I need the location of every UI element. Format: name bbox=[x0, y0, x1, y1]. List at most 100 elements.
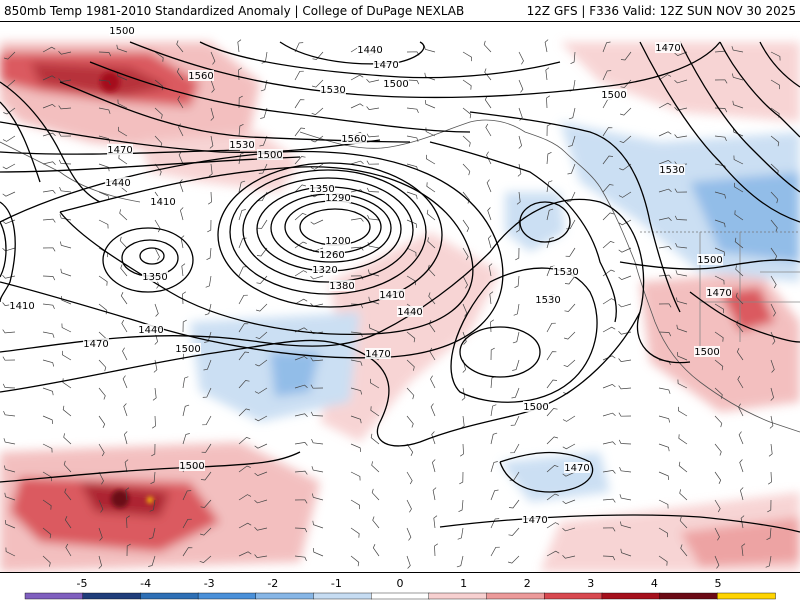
wind-barb bbox=[462, 79, 472, 90]
wind-barb bbox=[350, 555, 360, 567]
wind-barb bbox=[294, 213, 307, 221]
wind-barb bbox=[674, 134, 688, 138]
contour-label: 1500 bbox=[257, 150, 282, 161]
wind-barb bbox=[176, 40, 184, 53]
wind-barb bbox=[154, 303, 159, 317]
wind-barb bbox=[518, 79, 524, 93]
wind-barb bbox=[210, 79, 215, 93]
wind-barb bbox=[406, 135, 419, 142]
contour-1470-north bbox=[199, 41, 561, 79]
wind-barb bbox=[563, 359, 576, 367]
contour-label-bg bbox=[309, 183, 335, 194]
wind-barb bbox=[204, 331, 212, 343]
wind-barb bbox=[510, 443, 520, 454]
wind-barb bbox=[238, 465, 251, 473]
wind-barb bbox=[182, 291, 186, 305]
cold-anomaly-pacific-northwest-core bbox=[690, 172, 800, 262]
wind-barb bbox=[42, 387, 54, 396]
wind-barb bbox=[176, 68, 184, 81]
contour-label: 1560 bbox=[188, 71, 213, 82]
wind-barb bbox=[546, 237, 554, 249]
wind-barb bbox=[202, 387, 212, 398]
wind-barb bbox=[602, 355, 616, 361]
wind-barb bbox=[154, 163, 162, 176]
wind-barb bbox=[618, 412, 632, 417]
wind-barb bbox=[310, 384, 324, 389]
contour-label-bg bbox=[229, 139, 255, 150]
wind-barb bbox=[658, 217, 672, 221]
wind-barb bbox=[658, 555, 668, 566]
wind-barb bbox=[98, 303, 108, 315]
cold-anomaly-central-pacific-core bbox=[270, 352, 320, 397]
wind-barb bbox=[256, 247, 268, 257]
map-title: 850mb Temp 1981-2010 Standardized Anomal… bbox=[4, 4, 465, 18]
wind-barb bbox=[488, 235, 492, 249]
wind-barb bbox=[312, 548, 324, 557]
wind-barb bbox=[124, 459, 129, 473]
contour-label: 1440 bbox=[138, 325, 163, 336]
wind-barb bbox=[462, 51, 472, 62]
wind-barb bbox=[677, 379, 688, 389]
wind-barb bbox=[658, 160, 672, 165]
contour-label: 1500 bbox=[601, 90, 626, 101]
contour-label: 1470 bbox=[107, 145, 132, 156]
wind-barb bbox=[564, 303, 576, 312]
wind-barb bbox=[714, 443, 722, 456]
wind-barb bbox=[658, 471, 670, 480]
wind-barb bbox=[2, 191, 16, 197]
wind-barb bbox=[312, 51, 324, 60]
wind-barb bbox=[486, 151, 492, 165]
contour-label-bg bbox=[105, 177, 131, 188]
colorbar-tick-label: -1 bbox=[331, 577, 342, 590]
wind-barb bbox=[427, 237, 436, 249]
wind-barb bbox=[462, 331, 467, 345]
wind-barb bbox=[254, 527, 268, 531]
wind-barb bbox=[562, 415, 576, 422]
colorbar-swatch bbox=[24, 592, 84, 600]
contour-label: 1440 bbox=[105, 178, 130, 189]
wind-barb bbox=[406, 359, 415, 371]
wind-barb bbox=[182, 376, 189, 389]
wind-barb bbox=[568, 135, 576, 147]
wind-barb bbox=[294, 156, 306, 165]
wind-barb bbox=[546, 151, 552, 165]
wind-barb bbox=[462, 107, 472, 119]
wind-barb bbox=[735, 265, 744, 277]
wind-barb bbox=[426, 209, 436, 221]
wind-barb bbox=[406, 107, 419, 114]
wind-barb bbox=[126, 543, 131, 557]
wind-barb bbox=[516, 191, 521, 205]
colorbar: -5 -4 -3 -2 -1 0 1 2 3 4 5 bbox=[0, 572, 800, 600]
wind-barb bbox=[518, 51, 524, 65]
contour-label-bg bbox=[706, 287, 732, 298]
wind-barb bbox=[769, 415, 774, 429]
wind-barb bbox=[489, 291, 494, 305]
wind-barb bbox=[460, 415, 465, 429]
wind-barb bbox=[770, 79, 780, 90]
wind-barb bbox=[256, 275, 268, 284]
wind-barb bbox=[731, 73, 744, 81]
wind-barb bbox=[180, 207, 184, 221]
wind-barb bbox=[366, 160, 380, 165]
wind-barb bbox=[254, 415, 268, 422]
height-contours bbox=[0, 41, 800, 533]
wind-barb bbox=[238, 209, 246, 221]
wind-barb bbox=[678, 434, 688, 445]
wind-barb bbox=[98, 79, 111, 86]
contour-label: 1530 bbox=[553, 267, 578, 278]
colorbar-swatch bbox=[544, 592, 603, 600]
wind-barb bbox=[4, 520, 16, 529]
wind-barb bbox=[260, 79, 268, 92]
wind-barb bbox=[98, 219, 109, 229]
wind-barb bbox=[58, 132, 72, 137]
wind-barb bbox=[42, 555, 51, 567]
contour-small-closed bbox=[459, 326, 541, 378]
colorbar-swatch bbox=[659, 592, 718, 600]
wind-barb bbox=[714, 415, 723, 428]
wind-barb bbox=[42, 331, 55, 338]
wind-barb bbox=[406, 443, 414, 456]
wind-barb bbox=[254, 471, 268, 476]
wind-barb bbox=[602, 184, 614, 193]
wind-barb bbox=[462, 191, 470, 204]
wind-barb bbox=[2, 356, 16, 361]
